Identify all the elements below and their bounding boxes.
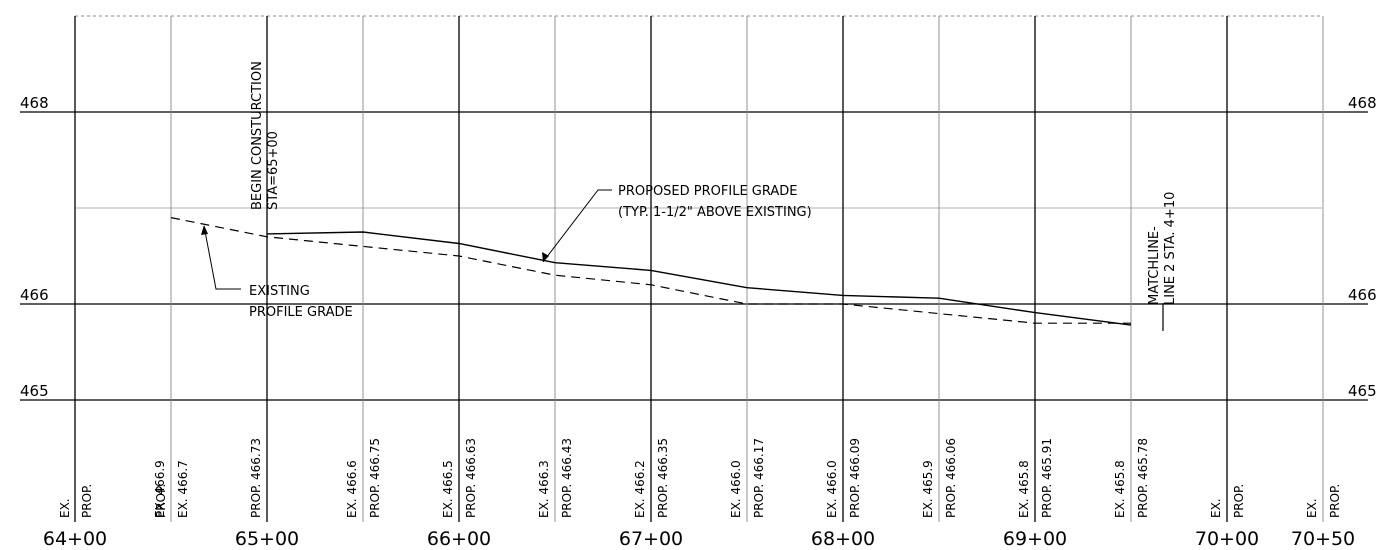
begin-construction-note: BEGIN CONSTURCTION STA=65+00 (250, 61, 281, 210)
table-label-prop: PROP. 466.73 (249, 438, 263, 518)
matchline-line2: LINE 2 STA. 4+10 (1163, 192, 1178, 305)
table-label-ex: EX. 466.6 (345, 460, 359, 518)
table-label-ex: EX. (58, 498, 72, 518)
station-label: 70+50 (1291, 528, 1355, 550)
table-label-ex: EX. 466.0 (729, 460, 743, 518)
elevation-label-465-left: 465 (20, 382, 49, 400)
table-label-ex: EX. 465.8 (1017, 460, 1031, 518)
table-label-ex: EX. 466.7 (176, 460, 190, 518)
table-label-prop: PROP. 466.75 (368, 438, 382, 518)
table-label-prop: PROP. (154, 484, 168, 518)
begin-construction-line2: STA=65+00 (266, 131, 281, 210)
table-label-ex: EX. 465.9 (921, 460, 935, 518)
table-label-prop: PROP. 466.63 (464, 438, 478, 518)
table-label-prop: PROP. (1232, 484, 1246, 518)
table-label-ex: EX. (1305, 498, 1319, 518)
station-labels: 64+00 65+00 66+00 67+00 68+00 69+00 70+00 70+50 (43, 528, 1355, 550)
elevation-labels-right: 468 466 465 (1348, 94, 1377, 400)
proposed-grade-note: PROPOSED PROFILE GRADE (TYP. 1-1/2" ABOV… (542, 184, 812, 263)
existing-grade-line1: EXISTING (249, 284, 310, 299)
station-label: 68+00 (811, 528, 875, 550)
elevation-labels-left: 468 466 465 (20, 94, 49, 400)
elevation-label-468-right: 468 (1348, 94, 1377, 112)
elevation-label-466-left: 466 (20, 286, 49, 304)
table-label-prop: PROP. 466.35 (656, 438, 670, 518)
table-label-ex: EX. 466.9 (153, 460, 167, 518)
proposed-grade-line2: (TYP. 1-1/2" ABOVE EXISTING) (618, 205, 812, 220)
proposed-profile-line (266, 231, 1132, 326)
table-label-ex: EX. 465.8 (1113, 460, 1127, 518)
table-label-ex: EX. (1209, 498, 1223, 518)
table-label-prop: PROP. 466.09 (848, 438, 862, 518)
elevation-label-466-right: 466 (1348, 286, 1377, 304)
table-label-prop: PROP. 466.06 (944, 438, 958, 518)
table-label-prop: PROP. 466.43 (560, 438, 574, 518)
table-label-ex: EX. 466.5 (441, 460, 455, 518)
proposed-grade-leader (542, 189, 612, 263)
grid-lines (20, 15, 1368, 522)
table-label-ex: EX. 466.2 (633, 460, 647, 518)
existing-grade-line2: PROFILE GRADE (249, 305, 353, 320)
table-label-ex: EX. 466.3 (537, 460, 551, 518)
existing-grade-arrowhead (201, 225, 208, 235)
matchline-note: MATCHLINE- LINE 2 STA. 4+10 (1147, 192, 1178, 331)
station-label: 66+00 (427, 528, 491, 550)
proposed-grade-line1: PROPOSED PROFILE GRADE (618, 184, 798, 199)
station-label: 64+00 (43, 528, 107, 550)
table-label-prop: PROP. (1328, 484, 1342, 518)
table-label-prop: PROP. 465.91 (1040, 438, 1054, 518)
table-label-prop: PROP. (80, 484, 94, 518)
begin-construction-line1: BEGIN CONSTURCTION (250, 61, 265, 210)
existing-grade-leader (203, 225, 241, 290)
station-label: 67+00 (619, 528, 683, 550)
station-label: 70+00 (1195, 528, 1259, 550)
table-label-ex: EX. 466.0 (825, 460, 839, 518)
table-label-prop: PROP. 465.78 (1136, 438, 1150, 518)
station-label: 65+00 (235, 528, 299, 550)
existing-profile-line (170, 217, 1131, 324)
station-label: 69+00 (1003, 528, 1067, 550)
proposed-grade-arrowhead (542, 252, 549, 262)
elevation-label-468-left: 468 (20, 94, 49, 112)
matchline-line1: MATCHLINE- (1147, 226, 1162, 305)
elevation-label-465-right: 465 (1348, 382, 1377, 400)
existing-grade-note: EXISTING PROFILE GRADE (201, 225, 353, 320)
table-label-prop: PROP. 466.17 (752, 438, 766, 518)
